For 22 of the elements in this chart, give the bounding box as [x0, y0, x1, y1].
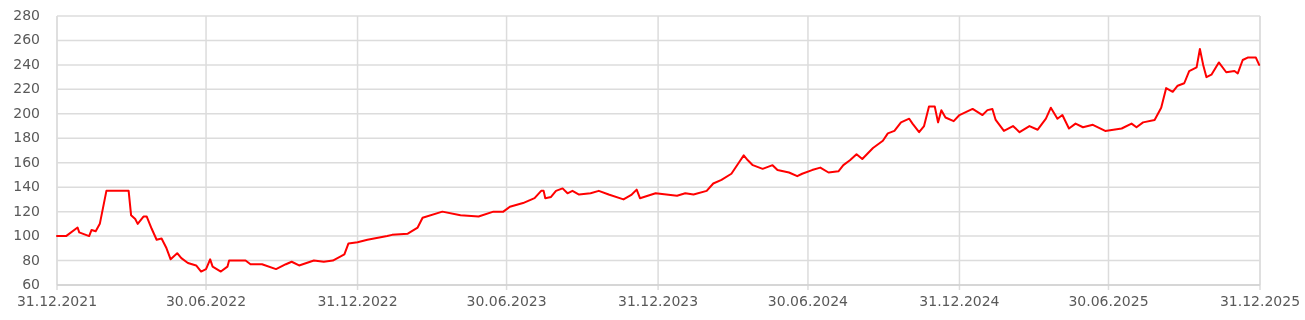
y-tick-label: 160: [13, 153, 40, 170]
x-tick-label: 31.12.2021: [16, 293, 98, 309]
y-tick-label: 240: [13, 55, 40, 72]
y-tick-label: 280: [13, 7, 40, 23]
x-tick-label: 30.06.2025: [1068, 293, 1149, 309]
y-tick-label: 200: [13, 104, 40, 121]
x-tick-label: 31.12.2025: [1219, 293, 1301, 309]
y-tick-label: 260: [13, 31, 40, 48]
y-tick-label: 100: [13, 227, 40, 244]
y-tick-label: 180: [13, 129, 40, 146]
y-tick-label: 140: [13, 178, 40, 195]
x-tick-label: 31.12.2022: [317, 293, 398, 309]
x-tick-label: 30.06.2023: [466, 293, 547, 309]
y-tick-label: 120: [13, 202, 40, 219]
x-tick-label: 30.06.2022: [165, 293, 247, 309]
x-tick-label: 31.12.2024: [919, 293, 1000, 309]
y-tick-label: 80: [22, 251, 40, 268]
line-series: [56, 48, 1261, 273]
y-tick-label: 220: [13, 80, 40, 97]
y-tick-label: 60: [22, 276, 40, 292]
x-tick-label: 30.06.2024: [767, 293, 849, 309]
x-tick-label: 31.12.2023: [618, 293, 699, 309]
